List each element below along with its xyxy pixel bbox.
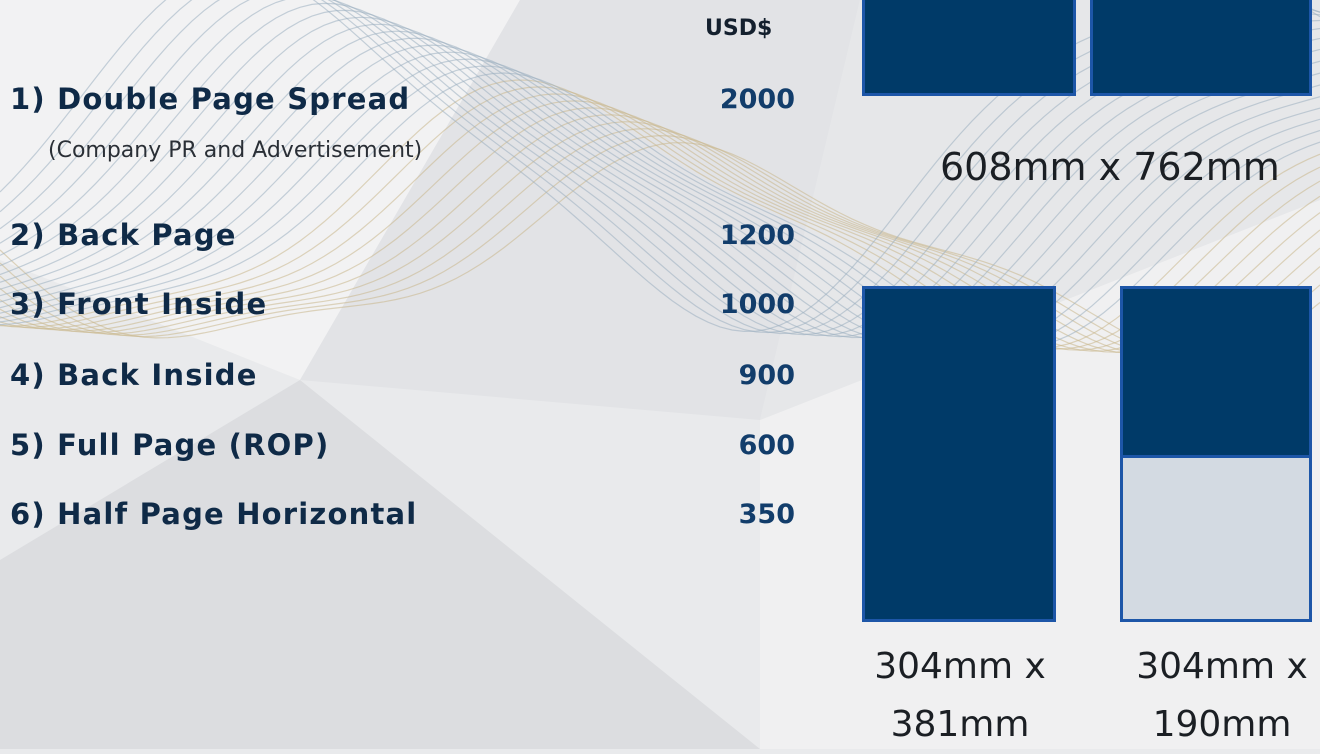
rate-price: 1200 [720, 220, 795, 251]
currency-header: USD$ [705, 16, 772, 41]
rate-label: 3) Front Inside [10, 287, 267, 321]
rate-label: 5) Full Page (ROP) [10, 428, 329, 462]
rate-price: 600 [739, 430, 795, 461]
page-block [862, 286, 1056, 622]
page-block [862, 0, 1076, 96]
half-page-empty [1120, 455, 1312, 622]
size-label: 190mm [1072, 696, 1320, 754]
rate-label: 6) Half Page Horizontal [10, 497, 417, 531]
size-label: 304mm x [810, 638, 1110, 696]
rate-price: 350 [739, 499, 795, 530]
rate-label: 2) Back Page [10, 218, 237, 252]
rate-label: 1) Double Page Spread [10, 82, 410, 116]
size-label: 304mm x [1072, 638, 1320, 696]
rate-price: 2000 [720, 84, 795, 115]
size-label: 608mm x 762mm [940, 138, 1240, 196]
page-block [1090, 0, 1312, 96]
rate-label: 4) Back Inside [10, 358, 258, 392]
size-label: 381mm [810, 696, 1110, 754]
half-page-block [1120, 286, 1312, 458]
rate-price: 1000 [720, 289, 795, 320]
rate-note: (Company PR and Advertisement) [48, 138, 422, 163]
page: {"header": {"currency": "USD$"}, "rates"… [0, 0, 1320, 749]
rate-price: 900 [739, 360, 795, 391]
